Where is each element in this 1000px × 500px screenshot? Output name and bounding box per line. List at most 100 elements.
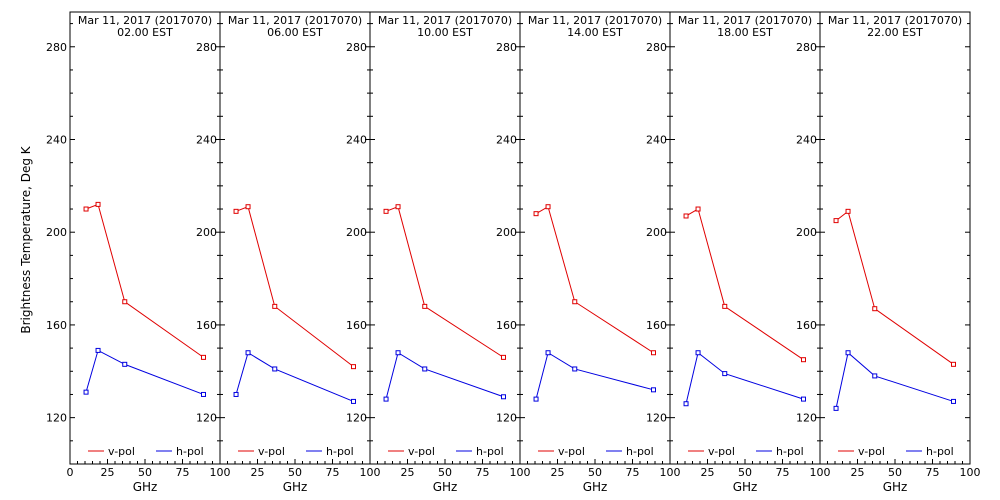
panel-subtitle: 06.00 EST: [267, 26, 323, 39]
panel-3: Mar 11, 2017 (2017070)10.00 EST 120 160 200…: [346, 11, 531, 494]
series-line-v-pol: [685, 208, 804, 361]
x-tick-label: 75: [626, 466, 640, 479]
x-tick-label: 100: [510, 466, 531, 479]
data-point-v-pol: [833, 218, 839, 224]
x-tick-label: 50: [888, 466, 902, 479]
series-line-h-pol: [385, 351, 504, 400]
data-point-h-pol: [845, 350, 851, 356]
data-point-h-pol: [95, 347, 101, 353]
panel-subtitle: 14.00 EST: [567, 26, 623, 39]
series-v-pol: v-pol: [533, 204, 656, 458]
y-tick-label: 160: [796, 319, 817, 332]
y-tick-label: 160: [496, 319, 517, 332]
series-v-pol: v-pol: [683, 206, 806, 458]
y-tick-label: 160: [196, 319, 217, 332]
series-h-pol: h-pol: [683, 350, 806, 458]
y-tick-label: 280: [46, 41, 67, 54]
y-tick-label: 280: [196, 41, 217, 54]
x-tick-label: 75: [926, 466, 940, 479]
data-point-h-pol: [951, 398, 956, 404]
y-tick-label: 280: [796, 41, 817, 54]
series-line-v-pol: [535, 205, 654, 354]
x-tick-label: 75: [776, 466, 790, 479]
y-tick-label: 200: [46, 226, 67, 239]
y-tick-label: 240: [496, 133, 517, 146]
data-point-v-pol: [533, 211, 539, 217]
series-line-h-pol: [685, 351, 804, 404]
data-point-h-pol: [801, 396, 806, 402]
y-tick-label: 200: [346, 226, 367, 239]
legend-label: v-pol: [408, 445, 435, 458]
panel-title: Mar 11, 2017 (2017070): [228, 14, 362, 27]
y-tick-label: 160: [346, 319, 367, 332]
data-point-v-pol: [245, 204, 251, 210]
x-tick-label: 25: [701, 466, 715, 479]
data-point-v-pol: [951, 361, 956, 367]
x-tick-label: 75: [176, 466, 190, 479]
y-tick-label: 280: [346, 41, 367, 54]
legend-label: h-pol: [326, 445, 354, 458]
series-line-h-pol: [85, 349, 204, 395]
data-point-h-pol: [122, 361, 128, 367]
y-tick-label: 240: [196, 133, 217, 146]
panel-subtitle: 10.00 EST: [417, 26, 473, 39]
y-tick-label: 240: [46, 133, 67, 146]
y-tick-label: 280: [496, 41, 517, 54]
x-tick-label: 100: [360, 466, 381, 479]
data-point-h-pol: [83, 389, 89, 395]
series-line-h-pol: [235, 351, 354, 402]
x-tick-label: 50: [138, 466, 152, 479]
data-point-v-pol: [201, 354, 206, 360]
y-tick-label: 200: [196, 226, 217, 239]
legend-label: v-pol: [858, 445, 885, 458]
data-point-h-pol: [722, 371, 728, 377]
x-tick-label: 25: [551, 466, 565, 479]
legend-label: h-pol: [926, 445, 954, 458]
legend-label: h-pol: [776, 445, 804, 458]
x-axis-label: GHz: [883, 480, 908, 494]
data-point-v-pol: [395, 204, 401, 210]
series-line-h-pol: [835, 351, 954, 409]
data-point-v-pol: [233, 208, 239, 214]
data-point-h-pol: [683, 401, 689, 407]
y-tick-label: 120: [346, 412, 367, 425]
series-v-pol: v-pol: [233, 204, 356, 458]
data-point-h-pol: [833, 405, 839, 411]
y-tick-label: 240: [646, 133, 667, 146]
data-point-h-pol: [422, 366, 428, 372]
legend-label: h-pol: [626, 445, 654, 458]
x-axis-label: GHz: [283, 480, 308, 494]
legend-label: h-pol: [176, 445, 204, 458]
y-tick-label: 160: [46, 319, 67, 332]
series-v-pol: v-pol: [833, 208, 956, 458]
data-point-v-pol: [683, 213, 689, 219]
chart-panels: Mar 11, 2017 (2017070) 02.00 EST 120 160 200…: [46, 11, 981, 494]
panel-subtitle: 02.00 EST: [117, 26, 173, 39]
data-point-h-pol: [201, 391, 206, 397]
x-axis-label: GHz: [733, 480, 758, 494]
x-tick-label: 25: [401, 466, 415, 479]
y-tick-label: 120: [496, 412, 517, 425]
panel-1: Mar 11, 2017 (2017070)02.00 EST 120 160 200…: [46, 11, 231, 494]
data-point-h-pol: [501, 394, 506, 400]
data-point-v-pol: [272, 303, 278, 309]
y-tick-label: 120: [646, 412, 667, 425]
data-point-v-pol: [872, 306, 878, 312]
data-point-v-pol: [422, 303, 428, 309]
y-tick-label: 120: [196, 412, 217, 425]
y-tick-label: 160: [646, 319, 667, 332]
data-point-v-pol: [83, 206, 89, 212]
data-point-v-pol: [351, 364, 356, 370]
panel-title: Mar 11, 2017 (2017070): [528, 14, 662, 27]
data-point-h-pol: [383, 396, 389, 402]
data-point-h-pol: [351, 398, 356, 404]
data-point-v-pol: [722, 303, 728, 309]
data-point-h-pol: [651, 387, 656, 393]
x-tick-label: 100: [660, 466, 681, 479]
legend-label: v-pol: [558, 445, 585, 458]
panel-subtitle: 22.00 EST: [867, 26, 923, 39]
data-point-h-pol: [572, 366, 578, 372]
panel-title: Mar 11, 2017 (2017070): [678, 14, 812, 27]
x-tick-label: 75: [326, 466, 340, 479]
data-point-h-pol: [395, 350, 401, 356]
